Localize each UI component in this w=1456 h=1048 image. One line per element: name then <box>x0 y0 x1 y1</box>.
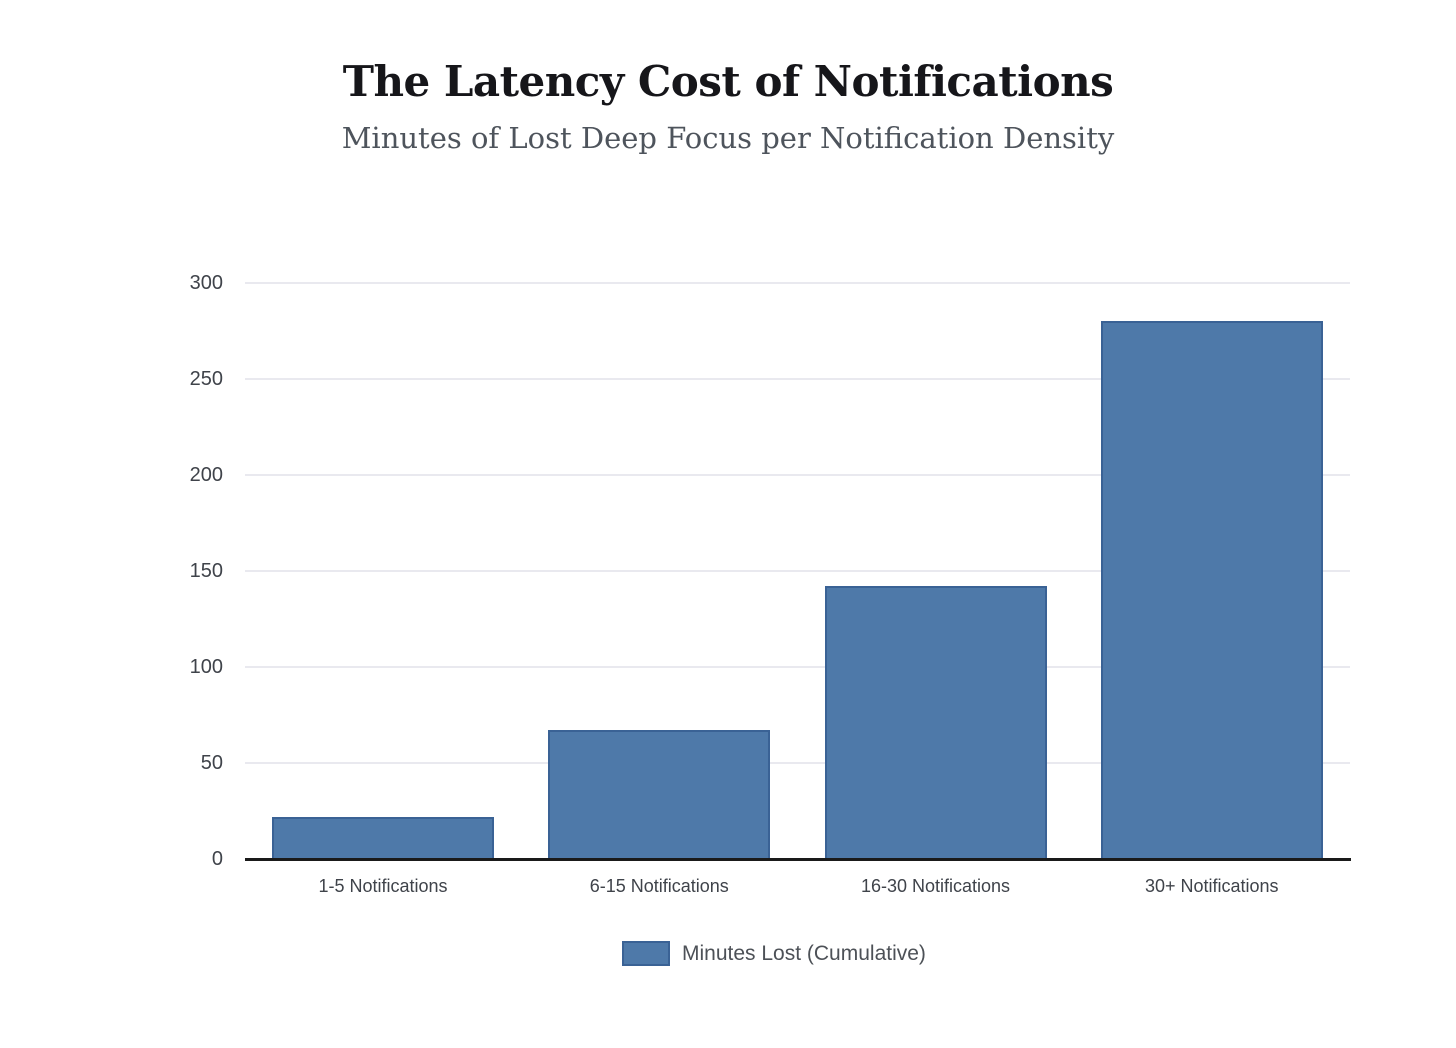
legend-label: Minutes Lost (Cumulative) <box>682 942 926 965</box>
gridline <box>245 282 1350 284</box>
bar <box>548 730 771 859</box>
x-axis-label: 6-15 Notifications <box>589 876 729 896</box>
gridline <box>245 378 1350 380</box>
x-axis-label: 30+ Notifications <box>1144 876 1279 896</box>
bar <box>272 816 495 859</box>
bar <box>824 586 1047 859</box>
legend-swatch-icon <box>622 941 670 966</box>
y-tick-label: 150 <box>189 560 223 582</box>
gridline <box>245 474 1350 476</box>
x-axis-line <box>245 858 1351 861</box>
gridline <box>245 762 1350 764</box>
legend: Minutes Lost (Cumulative) <box>622 941 926 966</box>
y-tick-label: 0 <box>211 848 223 870</box>
gridline <box>245 666 1350 668</box>
y-tick-label: 100 <box>189 656 223 678</box>
y-tick-label: 250 <box>189 368 223 390</box>
y-tick-label: 50 <box>200 752 223 774</box>
x-axis-label: 16-30 Notifications <box>860 876 1011 896</box>
y-tick-label: 200 <box>189 464 223 486</box>
gridline <box>245 570 1350 572</box>
bar <box>1100 321 1323 859</box>
chart-subtitle: Minutes of Lost Deep Focus per Notificat… <box>341 121 1115 155</box>
chart-title: The Latency Cost of Notifications <box>342 57 1114 106</box>
y-tick-label: 300 <box>189 272 223 294</box>
x-axis-label: 1-5 Notifications <box>318 876 448 896</box>
